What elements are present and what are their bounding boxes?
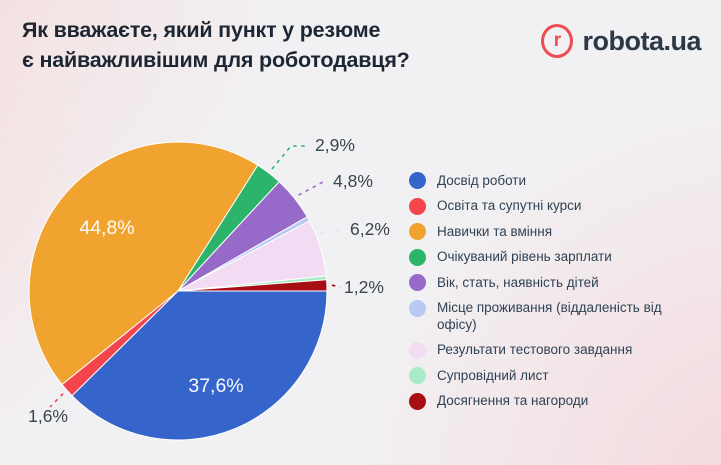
legend-color-dot [409,172,426,189]
legend-item: Досвід роботи [409,172,709,189]
legend-color-dot [409,392,426,410]
slice-value-label-8: 1,2% [344,277,384,297]
chart-legend: Досвід роботи Освіта та супутні курси Нави… [409,172,709,418]
slice-value-label-4: 4,8% [333,171,373,191]
legend-item-label: Очікуваний рівень зарплати [437,249,612,264]
legend-item-label: Результати тестового завдання [437,342,633,357]
logo-text: robota.ua [582,25,701,56]
legend-item-label: Досвід роботи [437,172,527,188]
legend-item: Досягнення та нагороди [409,392,709,410]
slice-value-label-2: 44,8% [79,217,134,239]
page-title: Як вважаєте, який пункт у резюме є найваж… [22,15,410,75]
legend-color-dot [409,197,426,215]
slice-value-label-3: 2,9% [315,135,355,155]
legend-color-dot [409,223,426,240]
legend-item-label: Освіта та супутні курси [437,198,582,213]
legend-item: Навички та вміння [409,223,709,240]
legend-color-dot [409,248,426,266]
legend-item: Супровідний лист [409,367,709,384]
legend-item-label: Місце проживання (віддаленість від офісу… [437,300,662,332]
leader-line-6 [320,229,344,235]
legend-color-dot [409,299,426,317]
slice-value-label-6: 6,2% [350,219,390,239]
slice-value-label-0: 37,6% [188,375,243,397]
legend-color-dot [409,341,426,359]
legend-item: Освіта та супутні курси [409,197,709,215]
legend-item-label: Навички та вміння [437,223,553,239]
pie-slice-8 [177,279,328,292]
legend-item: Очікуваний рівень зарплати [409,248,709,266]
leader-line-1 [49,393,64,408]
pie-slice-0 [71,290,328,441]
leader-line-8 [331,284,341,288]
legend-item-label: Вік, стать, наявність дітей [437,274,599,290]
robota-logo-r-icon: r [541,24,574,58]
leader-line-3 [271,145,309,170]
legend-item-label: Супровідний лист [437,367,549,383]
slice-value-label-1: 1,6% [28,406,68,426]
legend-item: Результати тестового завдання [409,341,709,359]
page-title-line2: є найважливішим для роботодавця? [22,48,410,72]
legend-item-label: Досягнення та нагороди [437,393,589,408]
robota-logo: r robota.ua [541,24,701,58]
legend-color-dot [409,367,426,384]
legend-item: Місце проживання (віддаленість від офісу… [409,299,709,334]
page-title-line1: Як вважаєте, який пункт у резюме [22,18,381,42]
legend-color-dot [409,274,426,291]
pie-slice-2 [28,141,259,386]
legend-item: Вік, стать, наявність дітей [409,274,709,291]
logo-letter: r [553,29,562,51]
leader-line-4 [298,180,326,196]
